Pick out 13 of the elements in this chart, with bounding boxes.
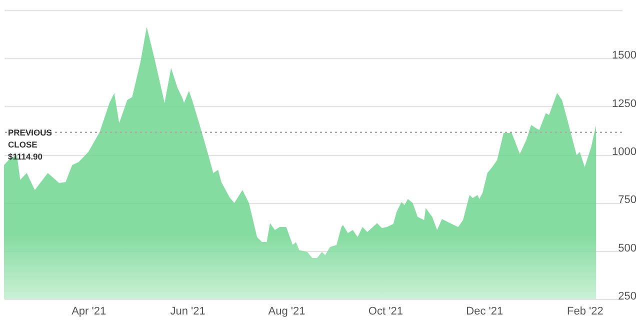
- x-tick-label: Apr '21: [72, 306, 106, 318]
- y-tick-label: 750: [618, 194, 636, 206]
- x-tick-label: Dec '21: [466, 306, 504, 318]
- x-tick-label: Jun '21: [170, 306, 206, 318]
- y-tick-label: 1250: [612, 98, 636, 110]
- x-tick-label: Oct '21: [368, 306, 403, 318]
- x-tick-label: Aug '21: [268, 306, 306, 318]
- y-tick-label: 500: [618, 242, 636, 254]
- y-tick-label: 250: [618, 290, 636, 302]
- ref-line-label: PREVIOUS CLOSE $1114.90: [8, 127, 52, 162]
- x-tick-label: Feb '22: [567, 306, 604, 318]
- y-tick-label: 1000: [612, 146, 636, 158]
- y-tick-label: 1500: [612, 50, 636, 62]
